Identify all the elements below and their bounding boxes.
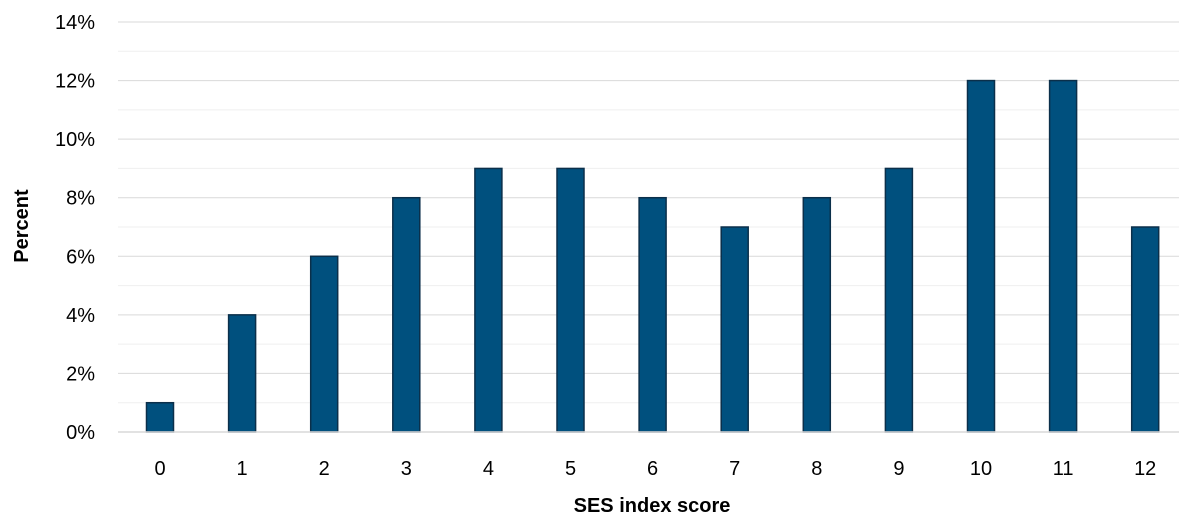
x-tick-label: 0 — [154, 458, 165, 480]
x-axis-title: SES index score — [574, 495, 731, 517]
bar-11 — [1048, 79, 1078, 433]
y-tick-label: 2% — [66, 363, 95, 385]
bar-3 — [392, 196, 421, 433]
x-tick-label: 2 — [319, 458, 330, 480]
bar-1 — [227, 314, 257, 433]
x-axis-ticks: 0 1 2 3 4 5 6 7 8 9 10 11 12 — [154, 458, 1156, 480]
gridlines — [118, 21, 1179, 404]
y-axis-ticks: 0% 2% 4% 6% 8% 10% 12% 14% — [55, 12, 95, 444]
x-tick-label: 10 — [970, 458, 992, 480]
x-tick-label: 5 — [565, 458, 576, 480]
x-tick-label: 3 — [401, 458, 412, 480]
x-tick-label: 6 — [647, 458, 658, 480]
bar-9 — [884, 167, 914, 433]
bar-6 — [638, 196, 667, 433]
x-tick-label: 12 — [1134, 458, 1156, 480]
bar-10 — [966, 79, 996, 433]
y-tick-label: 12% — [55, 71, 95, 93]
y-axis-title: Percent — [11, 189, 33, 263]
y-tick-label: 6% — [66, 246, 95, 268]
x-tick-label: 8 — [811, 458, 822, 480]
bar-7 — [720, 226, 749, 433]
bar-4 — [474, 167, 503, 433]
bar-0 — [145, 401, 175, 433]
x-tick-label: 4 — [483, 458, 494, 480]
x-tick-label: 9 — [893, 458, 904, 480]
x-tick-label: 7 — [729, 458, 740, 480]
bar-5 — [556, 167, 585, 433]
x-tick-label: 11 — [1053, 458, 1074, 480]
y-tick-label: 8% — [66, 188, 95, 210]
x-tick-label: 1 — [237, 458, 248, 480]
y-tick-label: 14% — [55, 12, 95, 34]
bar-12 — [1130, 226, 1160, 433]
y-tick-label: 4% — [66, 305, 95, 327]
y-tick-label: 0% — [66, 422, 95, 444]
bar-2 — [309, 255, 339, 433]
bars — [145, 79, 1160, 433]
y-tick-label: 10% — [55, 129, 95, 151]
bar-8 — [802, 196, 832, 433]
